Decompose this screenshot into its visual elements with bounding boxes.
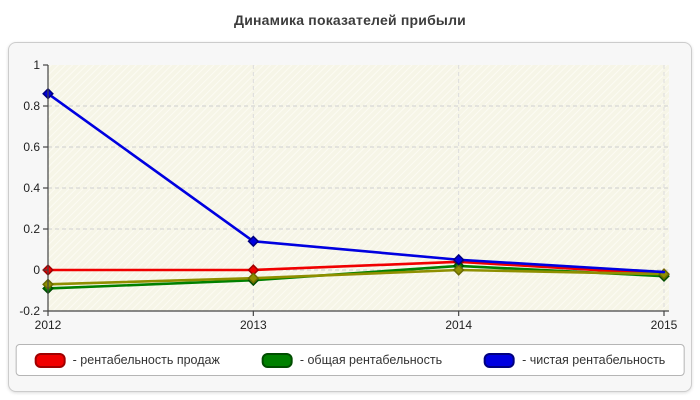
legend-item-sales-profitability: - рентабельность продаж xyxy=(34,352,220,368)
svg-text:0: 0 xyxy=(33,263,40,277)
legend-swatch-red xyxy=(34,352,66,368)
svg-text:2014: 2014 xyxy=(445,318,472,332)
axes-group xyxy=(43,64,669,316)
legend-item-net-profitability: - чистая рентабельность xyxy=(484,352,666,368)
svg-text:0.4: 0.4 xyxy=(23,181,40,195)
chart-panel: 1 0.8 0.6 0.4 0.2 0 -0.2 2012 2013 2014 2015 - рен… xyxy=(8,42,692,392)
svg-text:1: 1 xyxy=(33,58,40,72)
legend-item-overall-profitability: - общая рентабельность xyxy=(261,352,443,368)
page-title: Динамика показателей прибыли xyxy=(234,12,466,28)
legend-label: - рентабельность продаж xyxy=(72,353,220,367)
legend-swatch-green xyxy=(261,352,293,368)
svg-text:2013: 2013 xyxy=(240,318,267,332)
svg-text:2015: 2015 xyxy=(651,318,678,332)
svg-text:0.6: 0.6 xyxy=(23,140,40,154)
svg-text:2012: 2012 xyxy=(35,318,62,332)
series-group xyxy=(42,87,670,295)
legend-swatch-blue xyxy=(484,352,516,368)
svg-text:0.8: 0.8 xyxy=(23,99,40,113)
chart-legend: - рентабельность продаж - общая рентабел… xyxy=(15,344,685,376)
legend-label: - общая рентабельность xyxy=(299,353,443,367)
svg-text:-0.2: -0.2 xyxy=(19,304,40,318)
legend-label: - чистая рентабельность xyxy=(522,353,666,367)
svg-text:0.2: 0.2 xyxy=(23,222,40,236)
